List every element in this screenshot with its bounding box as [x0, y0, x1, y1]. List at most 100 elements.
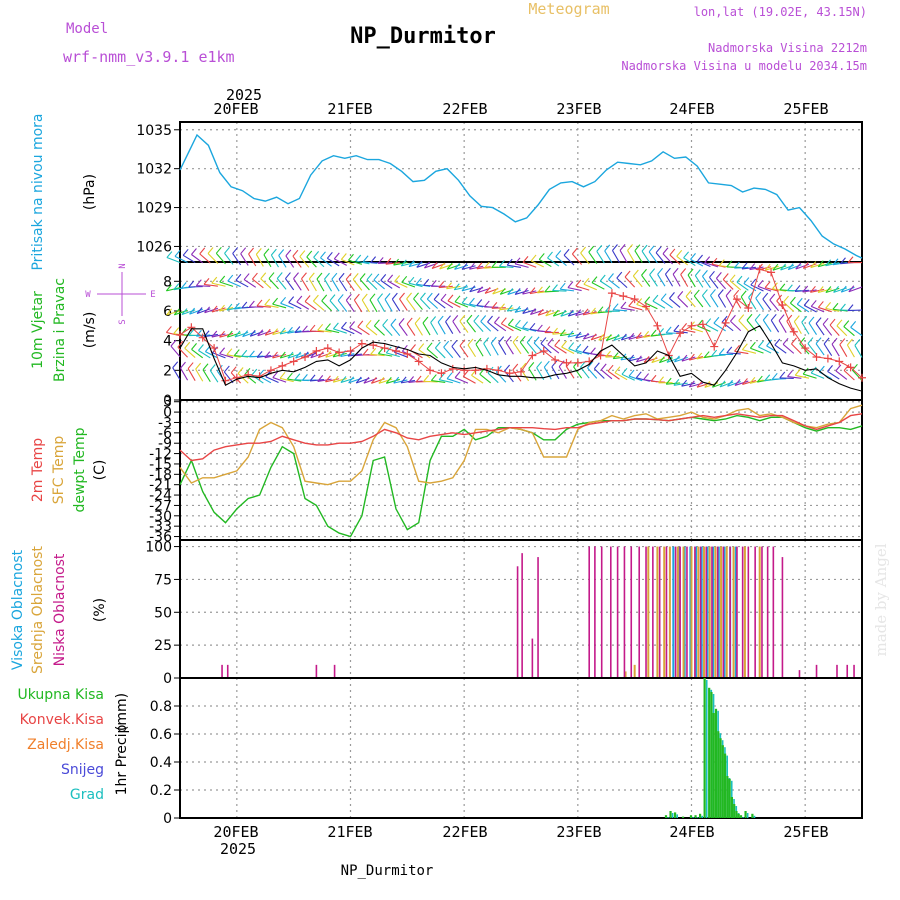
wind-barb-flag: [215, 246, 222, 254]
wind-gust-marker: [812, 352, 821, 361]
wind-barb-flag: [783, 295, 789, 303]
wind-barb: [836, 325, 848, 337]
wind-barb-flag: [264, 351, 271, 359]
wind-barb-flag: [172, 361, 179, 369]
wind-barb-flag: [321, 294, 328, 302]
wind-barb-flag: [580, 246, 587, 254]
wind-barb-flag: [362, 255, 369, 263]
wind-barb: [390, 324, 401, 337]
precip-hail-bar: [753, 815, 756, 818]
wind-barb-flag: [512, 335, 519, 343]
wind-barb-flag: [446, 262, 453, 270]
wind-barb-flag: [782, 337, 789, 345]
wind-barb-flag: [270, 248, 277, 256]
wind-barb-flag: [165, 284, 172, 292]
wind-barb: [808, 322, 817, 336]
wind-barb: [547, 257, 560, 267]
wind-barb-flag: [272, 297, 279, 305]
wind-barb: [380, 279, 393, 289]
wind-barb: [278, 255, 287, 268]
wind-barb-flag: [170, 339, 177, 347]
wind-barb: [499, 307, 514, 311]
wind-gust-marker: [391, 347, 400, 356]
wind-barb-flag: [219, 330, 225, 338]
wind-tick-label: 8: [163, 274, 172, 290]
wind-barb: [393, 261, 408, 266]
temperature-tick-label: -21: [149, 478, 172, 494]
wind-barb-flag: [673, 378, 680, 386]
wind-barb-flag: [715, 272, 722, 279]
wind-barb-flag: [529, 287, 536, 294]
wind-barb-flag: [850, 321, 857, 328]
wind-barb: [299, 256, 310, 268]
wind-barb-flag: [552, 284, 558, 291]
wind-gust-marker: [846, 363, 855, 372]
wind-barb: [717, 295, 727, 308]
wind-barb-flag: [505, 335, 512, 343]
wind-barb-flag: [619, 244, 626, 251]
wind-barb: [333, 352, 347, 358]
wind-barb: [514, 290, 529, 295]
cloud-low-bar: [333, 664, 336, 678]
wind-barb: [790, 302, 802, 313]
cloud-high-bar: [689, 546, 692, 678]
wind-barb: [580, 252, 590, 265]
wind-barb: [730, 320, 742, 332]
wind-barb: [393, 379, 408, 384]
wind-barb: [774, 344, 787, 354]
wind-gust-marker: [653, 321, 662, 330]
wind-barb-flag: [393, 258, 400, 266]
wind-barb-flag: [355, 254, 362, 262]
temperature-tick-label: -27: [149, 498, 172, 514]
wind-barb: [244, 373, 257, 384]
compass-n: N: [118, 263, 128, 268]
wind-barb: [673, 330, 688, 334]
precip-legend-frozen: Zaledj.Kisa: [27, 737, 104, 753]
wind-barb: [746, 319, 757, 332]
cloud-high-bar: [734, 546, 737, 678]
wind-barb: [317, 329, 332, 333]
cloud-low-bar: [623, 546, 626, 678]
wind-barb-flag: [204, 306, 211, 314]
wind-barb: [227, 280, 241, 288]
wind-barb: [459, 320, 469, 333]
temp-ylabel: 2m Temp: [30, 438, 46, 502]
wind-barb: [621, 373, 635, 381]
cloud-low-bar: [531, 638, 534, 678]
cloud-low-bar: [652, 546, 654, 678]
wind-barb: [848, 286, 863, 293]
wind-barb-flag: [382, 318, 389, 326]
precip-total-bar: [664, 815, 668, 818]
precip-total-bar: [735, 811, 738, 818]
wind-barb-flag: [658, 356, 665, 364]
wind-barb: [406, 323, 416, 336]
wind-barb: [446, 285, 461, 290]
cloud-high-bar: [706, 546, 709, 678]
cloud-high-bar: [712, 546, 715, 678]
wind-barb: [279, 377, 294, 383]
wind-ylabel: 10m Vjetar: [30, 291, 46, 369]
wind-barb: [673, 382, 688, 386]
wind-barb-flag: [301, 325, 308, 333]
top-day-label: 20FEB: [213, 100, 258, 118]
wind-gust-marker: [698, 320, 707, 329]
wind-gust-marker: [687, 321, 696, 330]
wind-barb-flag: [294, 326, 301, 333]
pressure-line: [179, 133, 863, 259]
wind-barb: [652, 300, 666, 309]
wind-barb: [469, 265, 484, 270]
cloud-low-bar: [609, 546, 612, 678]
wind-barb-flag: [345, 272, 352, 280]
wind-barb-flag: [779, 371, 786, 379]
wind-barb: [304, 301, 317, 311]
compass-w: W: [85, 290, 91, 300]
wind-barb-flag: [365, 319, 372, 327]
wind-barb-flag: [437, 315, 444, 323]
wind-barb-flag: [473, 314, 480, 322]
wind-barb-flag: [665, 267, 671, 275]
precip-hail-bar: [705, 680, 708, 818]
wind-barb: [499, 265, 514, 268]
wind-barb: [600, 369, 613, 380]
wind-barb-flag: [635, 355, 642, 363]
wind-barb-flag: [843, 320, 850, 327]
